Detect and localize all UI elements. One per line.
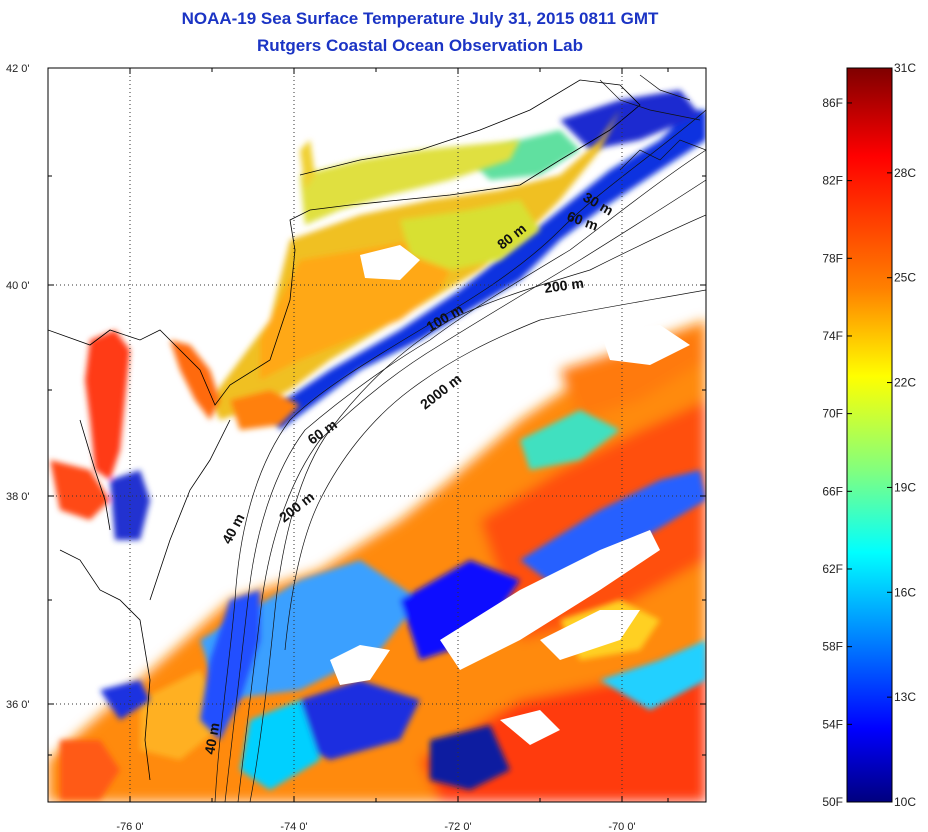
colorbar-celsius-label: 31C <box>894 61 916 75</box>
colorbar-celsius-label: 16C <box>894 585 916 599</box>
colorbar-fahrenheit-label: 62F <box>822 562 843 576</box>
lat-label-42: 42 0' <box>6 63 30 75</box>
lat-label-36: 36 0' <box>6 699 30 711</box>
colorbar-ticks: 31C 28C 25C 22C 19C 16C 13C 10C 86F 82F 78F 74F 70F 6… <box>822 61 916 809</box>
lon-label-74: -74 0' <box>280 821 307 832</box>
colorbar-fahrenheit-label: 86F <box>822 96 843 110</box>
map-frame <box>47 67 707 803</box>
colorbar-fahrenheit-label: 66F <box>822 484 843 498</box>
sst-field <box>48 74 706 802</box>
lon-label-70: -70 0' <box>608 821 635 832</box>
colorbar-fahrenheit-label: 58F <box>822 640 843 654</box>
frame-ticks <box>48 67 706 802</box>
map-subtitle: Rutgers Coastal Ocean Observation Lab <box>257 36 583 55</box>
colorbar-celsius-label: 10C <box>894 795 916 809</box>
colorbar-celsius-label: 13C <box>894 690 916 704</box>
colorbar-celsius-label: 22C <box>894 376 916 390</box>
colorbar-celsius-label: 19C <box>894 480 916 494</box>
map-title: NOAA-19 Sea Surface Temperature July 31,… <box>181 9 659 28</box>
lat-label-38: 38 0' <box>6 491 30 503</box>
colorbar-fahrenheit-label: 54F <box>822 717 843 731</box>
colorbar <box>846 67 893 803</box>
lon-label-72: -72 0' <box>444 821 471 832</box>
colorbar-fahrenheit-label: 74F <box>822 329 843 343</box>
colorbar-fahrenheit-label: 82F <box>822 174 843 188</box>
lon-label-76: -76 0' <box>116 821 143 832</box>
lat-label-40: 40 0' <box>6 280 30 292</box>
colorbar-fahrenheit-label: 70F <box>822 407 843 421</box>
contour-label-40m-south: 40 m <box>201 721 222 755</box>
colorbar-celsius-label: 28C <box>894 166 916 180</box>
colorbar-fahrenheit-label: 50F <box>822 795 843 809</box>
contour-label-200m-north: 200 m <box>543 275 585 296</box>
colorbar-celsius-label: 25C <box>894 271 916 285</box>
colorbar-fahrenheit-label: 78F <box>822 251 843 265</box>
